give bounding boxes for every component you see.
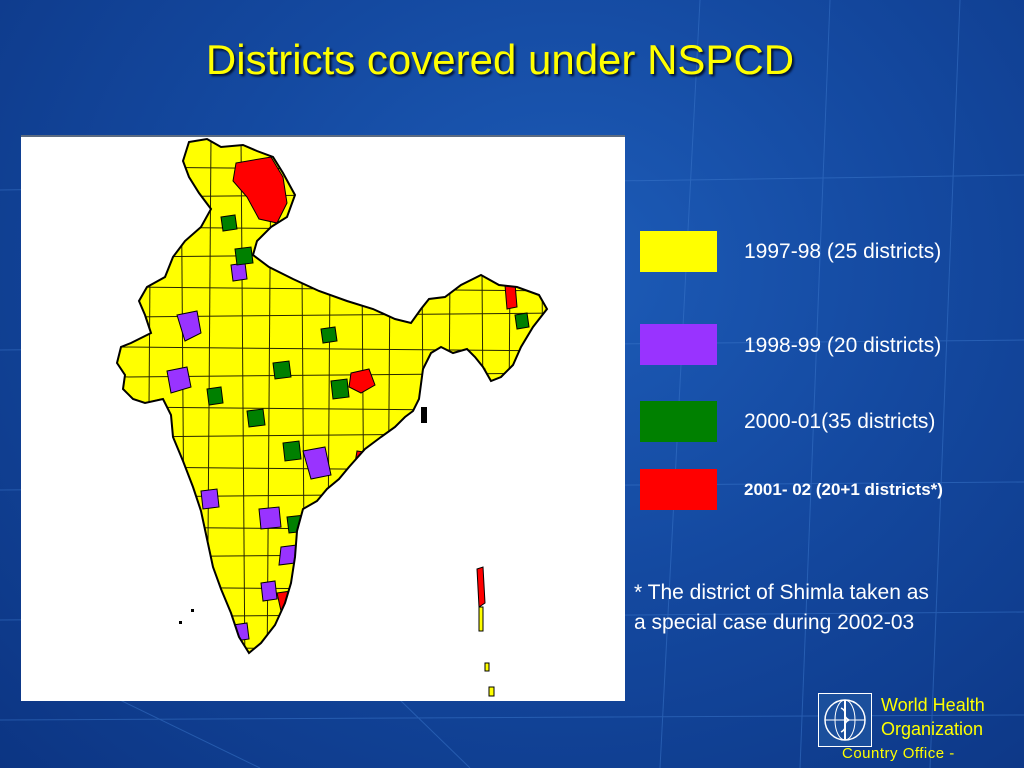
- legend-swatch-1998-99: [640, 324, 717, 365]
- legend-label-1998-99: 1998-99 (20 districts): [744, 334, 942, 357]
- shimla-footnote: * The district of Shimla taken as a spec…: [634, 578, 1004, 638]
- legend-label-2001-02: 2001- 02 (20+1 districts*): [744, 480, 943, 499]
- who-name: World Health Organization: [881, 693, 985, 741]
- legend-swatch-2001-02: [640, 469, 717, 510]
- who-name-line-1: World Health: [881, 695, 985, 715]
- legend-swatch-2000-01: [640, 401, 717, 442]
- legend-label-1997-98: 1997-98 (25 districts): [744, 240, 942, 263]
- legend-label-2000-01: 2000-01(35 districts): [744, 410, 936, 433]
- footnote-line-2: a special case during 2002-03: [634, 611, 915, 634]
- who-name-line-2: Organization: [881, 719, 984, 739]
- footnote-line-1: * The district of Shimla taken as: [634, 581, 929, 604]
- india-district-map: [115, 137, 549, 697]
- legend-swatch-1997-98: [640, 231, 717, 272]
- who-emblem-icon: [818, 693, 872, 747]
- who-country-office: Country Office -: [842, 745, 955, 762]
- map-panel: [21, 135, 625, 701]
- slide-title: Districts covered under NSPCD: [205, 36, 795, 83]
